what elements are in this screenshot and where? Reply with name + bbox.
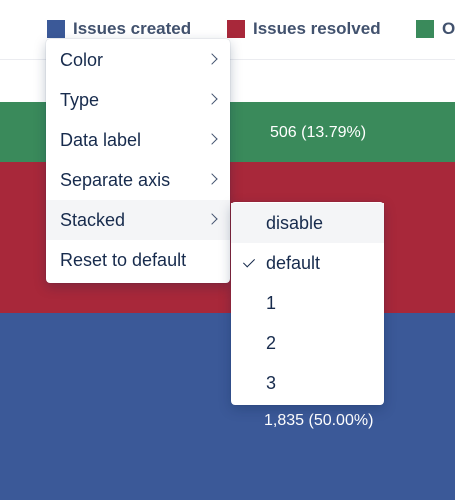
menu-item-label: Reset to default bbox=[60, 249, 187, 270]
menu-item-reset-to-default[interactable]: Reset to default bbox=[46, 240, 230, 280]
submenu-item-label: default bbox=[266, 252, 321, 273]
legend-swatch bbox=[47, 20, 65, 38]
chevron-right-icon bbox=[206, 53, 218, 65]
legend-item-issues-created[interactable]: Issues created bbox=[47, 19, 191, 39]
menu-item-data-label[interactable]: Data label bbox=[46, 120, 230, 160]
submenu-item-label: 1 bbox=[266, 292, 277, 313]
submenu-item-2[interactable]: 2 bbox=[231, 323, 384, 363]
menu-item-separate-axis[interactable]: Separate axis bbox=[46, 160, 230, 200]
chevron-right-icon bbox=[206, 93, 218, 105]
menu-item-label: Stacked bbox=[60, 209, 126, 230]
data-label: 506 (13.79%) bbox=[270, 124, 367, 141]
submenu-item-label: 3 bbox=[266, 372, 277, 393]
submenu-item-label: disable bbox=[266, 212, 324, 233]
submenu-item-disable[interactable]: disable bbox=[231, 203, 384, 243]
menu-item-label: Color bbox=[60, 49, 104, 70]
menu-item-label: Data label bbox=[60, 129, 142, 150]
submenu-item-default[interactable]: default bbox=[231, 243, 384, 283]
legend-swatch bbox=[227, 20, 245, 38]
legend-swatch bbox=[416, 20, 434, 38]
menu-item-stacked[interactable]: Stacked bbox=[46, 200, 230, 240]
submenu-item-label: 2 bbox=[266, 332, 277, 353]
menu-item-label: Separate axis bbox=[60, 169, 171, 190]
data-label: 1,835 (50.00%) bbox=[264, 412, 374, 429]
menu-item-color[interactable]: Color bbox=[46, 40, 230, 80]
submenu-item-1[interactable]: 1 bbox=[231, 283, 384, 323]
chevron-right-icon bbox=[206, 133, 218, 145]
series-context-menu: Color Type Data label Separate axis Stac… bbox=[46, 39, 230, 283]
stacked-submenu: disable default 1 2 3 bbox=[231, 202, 384, 405]
chart-bar-segment-blue[interactable]: 1,835 (50.00%) bbox=[0, 313, 455, 500]
menu-item-label: Type bbox=[60, 89, 100, 110]
legend-label: Issues created bbox=[73, 19, 192, 38]
checkmark-icon bbox=[242, 255, 256, 268]
legend-label: O bbox=[442, 19, 455, 38]
chevron-right-icon bbox=[206, 173, 218, 185]
legend-label: Issues resolved bbox=[253, 19, 381, 38]
chevron-right-icon bbox=[206, 213, 218, 225]
menu-item-type[interactable]: Type bbox=[46, 80, 230, 120]
legend-item-issues-resolved[interactable]: Issues resolved bbox=[227, 19, 381, 39]
submenu-item-3[interactable]: 3 bbox=[231, 363, 384, 403]
legend-item-other[interactable]: O bbox=[416, 19, 455, 39]
